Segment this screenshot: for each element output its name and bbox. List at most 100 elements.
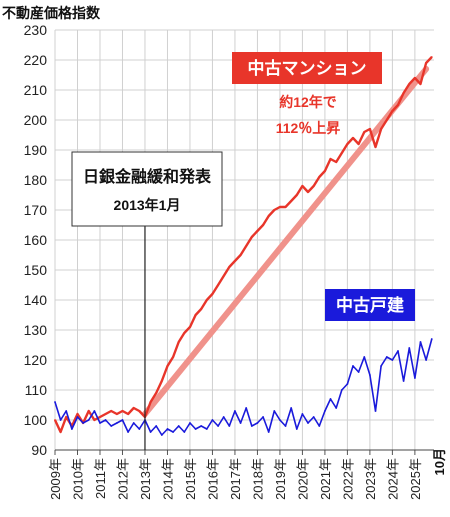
detached-point xyxy=(329,398,332,400)
detached-point xyxy=(183,431,186,433)
detached-point xyxy=(425,359,428,361)
y-tick-label: 170 xyxy=(24,202,48,218)
y-tick-label: 140 xyxy=(24,292,48,308)
mansion-point xyxy=(166,365,169,367)
mansion-point xyxy=(307,191,309,193)
detached-point xyxy=(110,425,113,427)
detached-point xyxy=(279,419,281,421)
mansion-point xyxy=(160,380,163,382)
x-tick-label: 2014年 xyxy=(160,458,175,500)
mansion-point xyxy=(329,158,332,160)
y-tick-label: 160 xyxy=(24,232,48,248)
detached-point xyxy=(385,356,388,358)
detached-point xyxy=(99,422,101,424)
mansion-point xyxy=(397,104,399,106)
mansion-point xyxy=(357,143,360,145)
mansion-point xyxy=(312,185,315,187)
mansion-point xyxy=(127,413,130,415)
x-tick-label: 2023年 xyxy=(363,458,378,500)
detached-point xyxy=(284,425,287,427)
mansion-point xyxy=(121,410,124,412)
mansion-point xyxy=(205,299,208,301)
detached-point xyxy=(307,422,309,424)
mansion-point xyxy=(425,62,428,64)
mansion-point xyxy=(273,209,276,211)
detached-point xyxy=(391,359,394,361)
mansion-point xyxy=(93,419,96,421)
mansion-point xyxy=(228,266,231,268)
axes: 90 100 110 120 130 140 150 160 170 180 190 200 210 22… xyxy=(2,5,447,500)
detached-point xyxy=(430,338,433,340)
mansion-point xyxy=(408,83,411,85)
detached-point xyxy=(245,407,248,409)
mansion-point xyxy=(115,413,118,415)
mansion-point xyxy=(385,119,388,121)
mansion-point xyxy=(138,410,141,412)
detached-point xyxy=(262,416,264,418)
mansion-point xyxy=(200,308,203,310)
mansion-point xyxy=(132,407,135,409)
mansion-point xyxy=(391,110,394,112)
detached-point xyxy=(312,416,315,418)
mansion-point xyxy=(245,245,248,247)
mansion-label: 中古マンション xyxy=(248,58,367,78)
detached-label-box xyxy=(325,289,415,321)
trend-line xyxy=(141,66,430,417)
detached-point xyxy=(211,419,214,421)
y-axis-title: 不動産価格指数 xyxy=(2,5,101,21)
mansion-point xyxy=(189,326,191,328)
y-tick-label: 100 xyxy=(24,412,48,428)
x-tick-label: 2024年 xyxy=(385,458,400,500)
mansion-point xyxy=(177,341,180,343)
y-tick-label: 210 xyxy=(24,82,48,98)
x-tick-label: 2019年 xyxy=(273,458,288,500)
detached-point xyxy=(419,341,422,343)
mansion-point xyxy=(110,410,113,412)
mansion-point xyxy=(402,92,405,94)
mansion-point xyxy=(279,206,281,208)
x-tick-label: 2015年 xyxy=(183,458,198,500)
y-tick-label: 130 xyxy=(24,322,48,338)
detached-point xyxy=(59,419,62,421)
detached-point xyxy=(189,422,191,424)
detached-point xyxy=(397,350,399,352)
detached-point xyxy=(335,407,338,409)
detached-point xyxy=(352,365,354,367)
detached-point xyxy=(374,410,377,412)
series-layer xyxy=(53,56,433,436)
mansion-point xyxy=(290,200,293,202)
mansion-point xyxy=(104,413,107,415)
x-tick-label: 2010年 xyxy=(70,458,85,500)
x-tick-label: 2016年 xyxy=(205,458,220,500)
gridlines xyxy=(54,29,434,451)
mansion-point xyxy=(256,230,259,232)
detached-point xyxy=(318,425,321,427)
detached-point xyxy=(380,365,383,367)
mansion-point xyxy=(419,83,422,85)
y-tick-label: 120 xyxy=(24,352,48,368)
mansion-point xyxy=(340,152,343,154)
mansion-point xyxy=(363,131,366,133)
mansion-point xyxy=(172,356,174,358)
mansion-point xyxy=(346,143,349,145)
y-tick-label: 200 xyxy=(24,112,48,128)
detached-point xyxy=(340,389,343,391)
x-tick-label: 2011年 xyxy=(93,458,108,499)
detached-point xyxy=(115,422,118,424)
detached-label: 中古戸建 xyxy=(336,295,404,315)
detached-point xyxy=(413,377,416,379)
y-tick-label: 150 xyxy=(24,262,48,278)
mansion-point xyxy=(262,224,264,226)
mansion-point xyxy=(99,416,101,418)
detached-point xyxy=(222,416,225,418)
y-tick-label: 110 xyxy=(25,382,48,398)
detached-point xyxy=(368,374,371,376)
y-tick-label: 230 xyxy=(24,22,48,38)
detached-point xyxy=(250,425,253,427)
x-tick-label: 2020年 xyxy=(295,458,310,500)
mansion-point xyxy=(335,161,338,163)
series-line-detached xyxy=(54,338,433,436)
detached-point xyxy=(194,428,197,430)
y-tick-label: 190 xyxy=(24,142,48,158)
mansion-point xyxy=(380,128,383,130)
